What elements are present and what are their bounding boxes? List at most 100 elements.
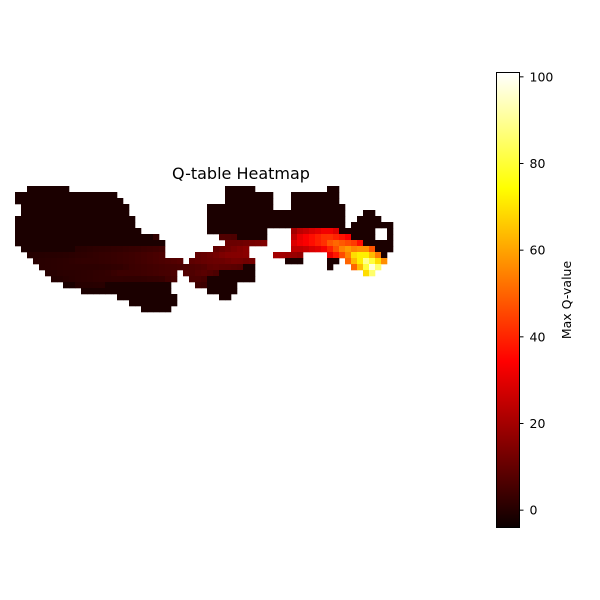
heatmap-cell (51, 270, 58, 277)
heatmap-cell (261, 216, 268, 223)
heatmap-cell (231, 186, 238, 193)
heatmap-cell (315, 216, 322, 223)
heatmap-cell (93, 270, 100, 277)
heatmap-cell (363, 216, 370, 223)
heatmap-cell (45, 210, 52, 217)
colorbar-tick-label: 100 (530, 69, 554, 84)
heatmap-cell (213, 204, 220, 211)
heatmap-cell (45, 228, 52, 235)
heatmap-cell (99, 204, 106, 211)
heatmap-cell (321, 198, 328, 205)
heatmap-cell (369, 222, 376, 229)
heatmap-cell (219, 294, 226, 301)
heatmap-cell (261, 210, 268, 217)
heatmap-cell (159, 282, 166, 289)
heatmap-cell (141, 240, 148, 247)
heatmap-cell (99, 258, 106, 265)
heatmap-cell (225, 222, 232, 229)
heatmap-cell (243, 222, 250, 229)
heatmap-cell (87, 282, 94, 289)
heatmap-cell (15, 192, 22, 199)
heatmap-cell (261, 222, 268, 229)
heatmap-cell (117, 210, 124, 217)
heatmap-cell (129, 258, 136, 265)
heatmap-cell (267, 216, 274, 223)
colorbar: 0 20 40 60 80 100 Max Q-value (496, 69, 574, 528)
heatmap-cell (213, 264, 220, 271)
heatmap-cell (111, 234, 118, 241)
heatmap-cell (117, 288, 124, 295)
heatmap-cell (147, 306, 154, 313)
heatmap-cell (243, 252, 250, 259)
heatmap-cell (249, 204, 256, 211)
heatmap-cell (201, 252, 208, 259)
heatmap-cell (237, 252, 244, 259)
heatmap-cell (243, 216, 250, 223)
heatmap-cell (69, 264, 76, 271)
heatmap-cell (171, 258, 178, 265)
heatmap-cell (213, 216, 220, 223)
heatmap-cell (243, 234, 250, 241)
heatmap-cell (87, 210, 94, 217)
heatmap-cell (285, 210, 292, 217)
heatmap-cell (75, 276, 82, 283)
heatmap-cell (87, 270, 94, 277)
chart-title: Q-table Heatmap (172, 164, 310, 183)
heatmap-cell (213, 282, 220, 289)
heatmap-cell (105, 192, 112, 199)
heatmap-cell (81, 228, 88, 235)
heatmap-cell (81, 252, 88, 259)
heatmap-cell (111, 228, 118, 235)
heatmap-cell (237, 186, 244, 193)
heatmap-cell (21, 198, 28, 205)
heatmap-cell (45, 222, 52, 229)
heatmap-cell (237, 240, 244, 247)
heatmap-cell (321, 240, 328, 247)
heatmap-cell (231, 288, 238, 295)
heatmap-cell (231, 222, 238, 229)
heatmap-cell (135, 240, 142, 247)
heatmap-cell (39, 240, 46, 247)
heatmap-cell (291, 210, 298, 217)
heatmap-cell (321, 216, 328, 223)
heatmap-cell (303, 204, 310, 211)
heatmap-cell (141, 264, 148, 271)
heatmap-cell (93, 288, 100, 295)
heatmap-cell (81, 270, 88, 277)
heatmap-cell (231, 276, 238, 283)
heatmap-cell (291, 204, 298, 211)
heatmap-cell (27, 222, 34, 229)
heatmap-cell (327, 240, 334, 247)
heatmap-cell (63, 246, 70, 253)
heatmap-cell (153, 306, 160, 313)
heatmap-cell (243, 210, 250, 217)
heatmap-cell (117, 258, 124, 265)
heatmap-cell (153, 288, 160, 295)
heatmap-cell (201, 258, 208, 265)
heatmap-cell (225, 228, 232, 235)
heatmap-cell (81, 282, 88, 289)
heatmap-cell (105, 282, 112, 289)
heatmap-cell (69, 276, 76, 283)
heatmap-cell (333, 186, 340, 193)
heatmap-cell (147, 300, 154, 307)
heatmap-cell (339, 246, 346, 253)
heatmap-cell (105, 228, 112, 235)
heatmap-cell (291, 258, 298, 265)
heatmap-cell (333, 198, 340, 205)
heatmap-cell (225, 234, 232, 241)
heatmap-cell (33, 186, 40, 193)
heatmap-cell (159, 246, 166, 253)
heatmap-cell (219, 258, 226, 265)
heatmap-cell (243, 276, 250, 283)
heatmap-cell (39, 186, 46, 193)
heatmap-cell (219, 204, 226, 211)
heatmap-cell (309, 228, 316, 235)
heatmap-cell (21, 216, 28, 223)
heatmap-cell (117, 282, 124, 289)
heatmap-cell (129, 294, 136, 301)
heatmap-cell (27, 216, 34, 223)
heatmap-cell (177, 264, 184, 271)
heatmap-cell (69, 234, 76, 241)
heatmap-cell (123, 264, 130, 271)
